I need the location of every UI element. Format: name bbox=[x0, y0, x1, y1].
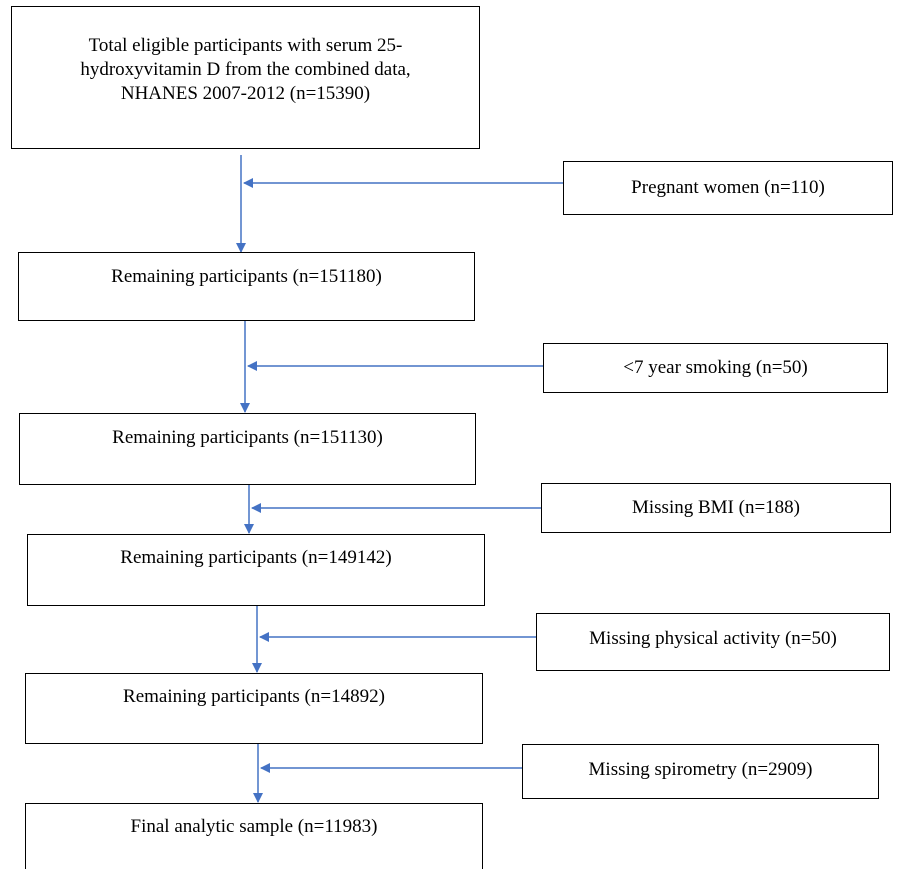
exclusion-box-physical-activity: Missing physical activity (n=50) bbox=[536, 613, 890, 671]
exclusion-box-pregnant: Pregnant women (n=110) bbox=[563, 161, 893, 215]
main-box-remaining-1: Remaining participants (n=151180) bbox=[18, 252, 475, 321]
main-box-eligible-line-2: hydroxyvitamin D from the combined data, bbox=[80, 59, 411, 80]
main-box-remaining-3-label: Remaining participants (n=149142) bbox=[120, 547, 392, 568]
main-box-remaining-1-label: Remaining participants (n=151180) bbox=[111, 266, 382, 287]
exclusion-box-smoking-label: <7 year smoking (n=50) bbox=[623, 357, 808, 378]
main-box-remaining-4-label: Remaining participants (n=14892) bbox=[123, 686, 385, 707]
main-box-remaining-2-label: Remaining participants (n=151130) bbox=[112, 427, 383, 448]
exclusion-box-pregnant-label: Pregnant women (n=110) bbox=[631, 177, 825, 198]
main-box-remaining-4: Remaining participants (n=14892) bbox=[25, 673, 483, 744]
exclusion-box-bmi: Missing BMI (n=188) bbox=[541, 483, 891, 533]
exclusion-box-physical-activity-label: Missing physical activity (n=50) bbox=[589, 628, 837, 649]
main-box-remaining-3: Remaining participants (n=149142) bbox=[27, 534, 485, 606]
exclusion-box-spirometry-label: Missing spirometry (n=2909) bbox=[588, 759, 813, 780]
main-box-remaining-2: Remaining participants (n=151130) bbox=[19, 413, 476, 485]
main-box-eligible-line-3: NHANES 2007-2012 (n=15390) bbox=[120, 83, 371, 104]
exclusion-box-bmi-label: Missing BMI (n=188) bbox=[631, 497, 800, 518]
main-box-eligible-line-1: Total eligible participants with serum 2… bbox=[88, 35, 403, 56]
exclusion-box-spirometry: Missing spirometry (n=2909) bbox=[522, 744, 879, 799]
main-box-final-sample: Final analytic sample (n=11983) bbox=[25, 803, 483, 869]
exclusion-box-smoking: <7 year smoking (n=50) bbox=[543, 343, 888, 393]
main-box-eligible: Total eligible participants with serum 2… bbox=[11, 6, 480, 149]
main-box-final-sample-label: Final analytic sample (n=11983) bbox=[130, 816, 378, 837]
